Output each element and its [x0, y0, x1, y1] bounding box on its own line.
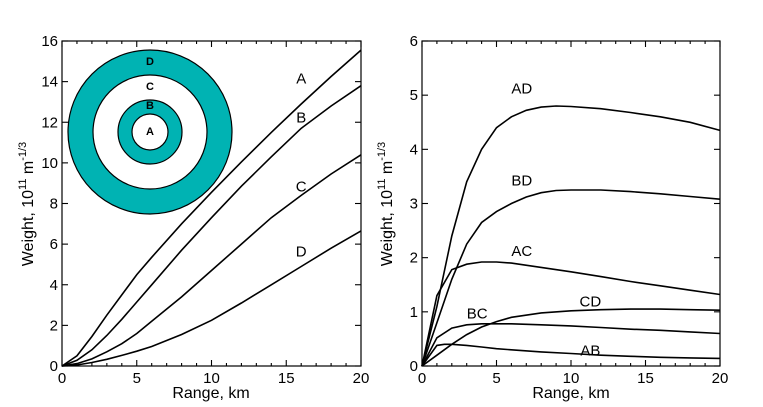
curve-group-right: AD BD AC CD BC AB — [421, 81, 721, 367]
y-axis-title-right-unit: m — [379, 161, 396, 179]
series-label-ad: AD — [511, 81, 532, 98]
series-line-b — [61, 85, 362, 367]
ring-label-b: B — [146, 100, 154, 112]
y-tick-label-left: 2 — [50, 317, 58, 334]
y-tick-label-right: 5 — [410, 87, 418, 104]
y-tick-label-left: 16 — [41, 33, 58, 50]
y-axis-title-right-sup1: 11 — [376, 179, 388, 190]
y-tick-label-left: 14 — [41, 74, 58, 91]
y-tick-label-right: 6 — [410, 33, 418, 50]
x-tick-label-left: 20 — [353, 370, 370, 387]
y-axis-title-left-unit: m — [20, 161, 37, 179]
inset-rings-diagram: D C B A — [67, 49, 233, 215]
y-tick-label-left: 6 — [50, 236, 58, 253]
tick-group-left: 0 5 10 15 20 0 2 4 6 8 10 12 14 16 — [41, 33, 369, 387]
y-tick-label-right: 4 — [410, 141, 418, 158]
y-axis-title-left-main: Weight, 10 — [20, 190, 37, 266]
series-label-cd: CD — [580, 293, 602, 310]
x-tick-label-right: 0 — [418, 370, 426, 387]
x-tick-label-left: 15 — [278, 370, 295, 387]
series-label-ac: AC — [511, 243, 532, 260]
x-axis-title-right: Range, km — [532, 385, 609, 402]
x-tick-label-left: 0 — [58, 370, 66, 387]
series-label-c: C — [296, 178, 307, 195]
series-line-c — [61, 154, 362, 367]
x-tick-label-right: 5 — [492, 370, 500, 387]
tick-group-right: 0 5 10 15 20 0 1 2 3 4 5 6 — [410, 33, 729, 387]
x-tick-label-right: 10 — [563, 370, 580, 387]
y-axis-title-right-main: Weight, 10 — [379, 190, 396, 266]
series-line-ab — [421, 343, 721, 367]
series-label-ab: AB — [580, 343, 600, 360]
series-line-a — [61, 49, 362, 367]
y-tick-label-left: 8 — [50, 196, 58, 213]
y-tick-label-left: 10 — [41, 155, 58, 172]
x-tick-label-left: 10 — [203, 370, 220, 387]
series-line-bc — [421, 322, 721, 367]
series-label-a: A — [296, 71, 306, 88]
series-label-d: D — [296, 243, 307, 260]
x-tick-label-left: 5 — [133, 370, 141, 387]
series-label-bc: BC — [467, 305, 488, 322]
series-line-d — [61, 230, 362, 367]
y-tick-label-right: 0 — [410, 358, 418, 375]
series-line-cd — [421, 308, 721, 367]
y-axis-title-right-sup2: -1/3 — [376, 142, 388, 161]
series-label-b: B — [296, 109, 306, 126]
y-tick-label-right: 1 — [410, 304, 418, 321]
series-line-ac — [421, 261, 721, 367]
ring-label-a: A — [146, 126, 154, 138]
x-axis-title-left: Range, km — [172, 385, 249, 402]
chart-right: 0 5 10 15 20 0 1 2 3 4 5 6 AD BD AC CD BC AB Range, km W… — [376, 33, 728, 402]
y-axis-title-right: Weight, 1011 m-1/3 — [376, 142, 396, 266]
ring-label-c: C — [146, 81, 154, 93]
y-tick-label-left: 12 — [41, 114, 58, 131]
x-tick-label-right: 20 — [712, 370, 729, 387]
y-tick-label-right: 3 — [410, 196, 418, 213]
series-line-ad — [421, 105, 721, 367]
ring-a — [131, 113, 169, 151]
ring-label-d: D — [146, 56, 154, 68]
x-tick-label-right: 15 — [637, 370, 654, 387]
series-label-bd: BD — [511, 173, 532, 190]
y-tick-label-right: 2 — [410, 250, 418, 267]
y-axis-title-left-sup2: -1/3 — [17, 142, 29, 161]
y-axis-title-left: Weight, 1011 m-1/3 — [17, 142, 37, 266]
y-axis-title-left-sup1: 11 — [17, 179, 29, 190]
y-tick-label-left: 0 — [50, 358, 58, 375]
y-tick-label-left: 4 — [50, 277, 58, 294]
series-line-bd — [421, 189, 721, 367]
